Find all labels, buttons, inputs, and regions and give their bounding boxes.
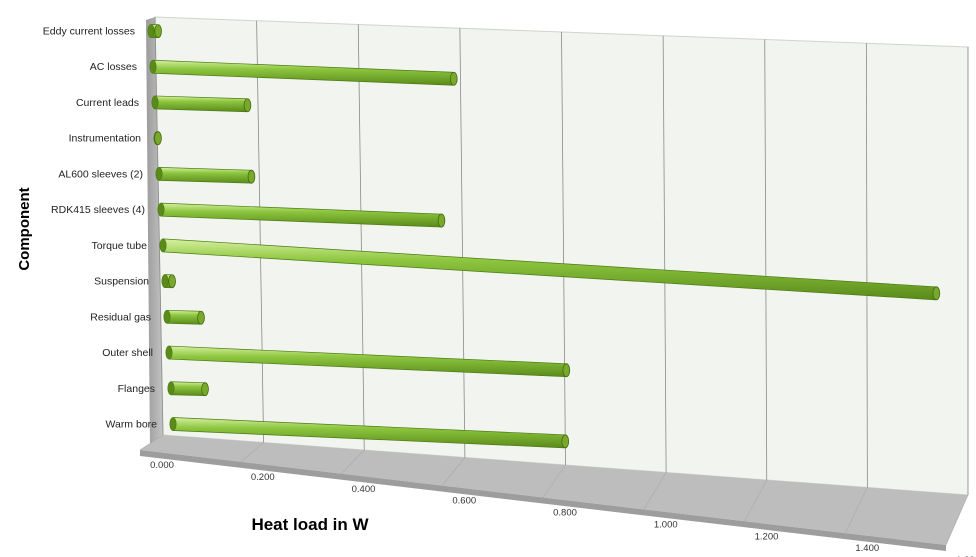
category-label: RDK415 sleeves (4) — [51, 204, 145, 216]
bar-body — [154, 95, 247, 113]
bar — [163, 309, 205, 325]
category-label: AL600 sleeves (2) — [58, 168, 143, 180]
bar — [161, 274, 176, 289]
gridline-0 — [154, 16, 164, 436]
bar-start-cap — [147, 24, 155, 38]
gridline-4 — [561, 31, 566, 466]
gridline-2 — [357, 24, 365, 451]
gridline-1 — [256, 20, 265, 443]
bar-start-cap — [169, 417, 177, 431]
x-tick-label: 0.400 — [352, 484, 376, 495]
bar-end-cap — [247, 169, 256, 184]
bar-start-cap — [157, 202, 165, 217]
floor-gridline-8 — [945, 494, 969, 546]
category-label: Suspension — [94, 276, 149, 288]
gridlines — [139, 16, 969, 546]
bar-start-cap — [149, 59, 157, 74]
category-label: Residual gas — [90, 311, 151, 323]
gridline-3 — [459, 28, 466, 458]
category-labels: Eddy current losses AC losses Current lead… — [43, 26, 157, 431]
floor-gridline-4 — [542, 464, 566, 498]
category-label: Flanges — [118, 383, 155, 395]
floor-gridline-1 — [240, 442, 264, 463]
x-tick-label: 0.800 — [553, 508, 577, 519]
bar-end-cap — [197, 310, 205, 325]
bar-end-cap — [243, 98, 252, 113]
floor-front — [140, 450, 946, 551]
bar — [153, 131, 162, 146]
floor-gridline-3 — [442, 457, 466, 486]
floor-gridline-0 — [139, 434, 164, 451]
category-label: Current leads — [76, 97, 139, 109]
gridline-7 — [865, 43, 868, 488]
bar-end-cap — [932, 286, 941, 301]
x-tick-label: 0.200 — [251, 472, 275, 483]
bar — [167, 381, 209, 397]
bar-start-cap — [159, 238, 167, 253]
category-label: Instrumentation — [69, 133, 142, 145]
x-tick-label: 1.200 — [755, 531, 779, 542]
category-label: Warm bore — [105, 419, 157, 431]
category-label: Outer shell — [102, 347, 153, 359]
x-axis-title: Heat load in W — [251, 515, 369, 534]
bar — [155, 167, 256, 184]
bar-start-cap — [161, 274, 169, 288]
bar-end-cap — [562, 363, 571, 378]
gridline-6 — [764, 39, 768, 481]
bar-start-cap — [167, 381, 175, 396]
bar — [169, 417, 570, 449]
bar-body — [166, 309, 201, 325]
bar-start-cap — [165, 345, 173, 360]
bars — [147, 24, 941, 449]
bar-start-cap — [151, 95, 159, 110]
floor-gridline-2 — [341, 449, 365, 474]
bar — [147, 24, 162, 39]
y-axis-title: Component — [16, 187, 33, 270]
bar-end-cap — [154, 131, 162, 146]
bar — [165, 345, 571, 378]
side-wall — [146, 17, 163, 450]
x-tick-label: 1.400 — [855, 543, 879, 554]
x-tick-label: 0.000 — [150, 460, 174, 471]
bar-body — [170, 381, 205, 397]
plot-walls — [140, 16, 969, 551]
floor-gridline-5 — [643, 472, 667, 510]
category-label: Torque tube — [92, 240, 148, 252]
bar-end-cap — [154, 24, 162, 39]
bar-body — [158, 167, 251, 184]
x-tick-labels: 0.000 0.200 0.400 0.600 0.800 1.000 1.200 1.400… — [150, 460, 976, 557]
bar-end-cap — [201, 382, 209, 397]
bar-end-cap — [437, 213, 446, 228]
bar-end-cap — [168, 274, 176, 289]
x-tick-label: 1.600 — [956, 555, 976, 557]
bar-end-cap — [449, 71, 458, 86]
floor-gridline-6 — [744, 479, 768, 522]
bar — [157, 202, 446, 228]
bar — [149, 59, 458, 86]
category-label: Eddy current losses — [43, 26, 135, 38]
bar — [159, 238, 941, 301]
category-label: AC losses — [90, 61, 137, 73]
bar-start-cap — [163, 310, 171, 324]
x-tick-label: 1.000 — [654, 519, 678, 530]
bar — [151, 95, 252, 113]
x-tick-label: 0.600 — [452, 496, 476, 507]
bar-end-cap — [561, 434, 570, 449]
floor — [140, 435, 968, 545]
bar-start-cap — [155, 167, 163, 181]
gridline-5 — [662, 35, 667, 473]
floor-gridline-7 — [844, 487, 868, 534]
